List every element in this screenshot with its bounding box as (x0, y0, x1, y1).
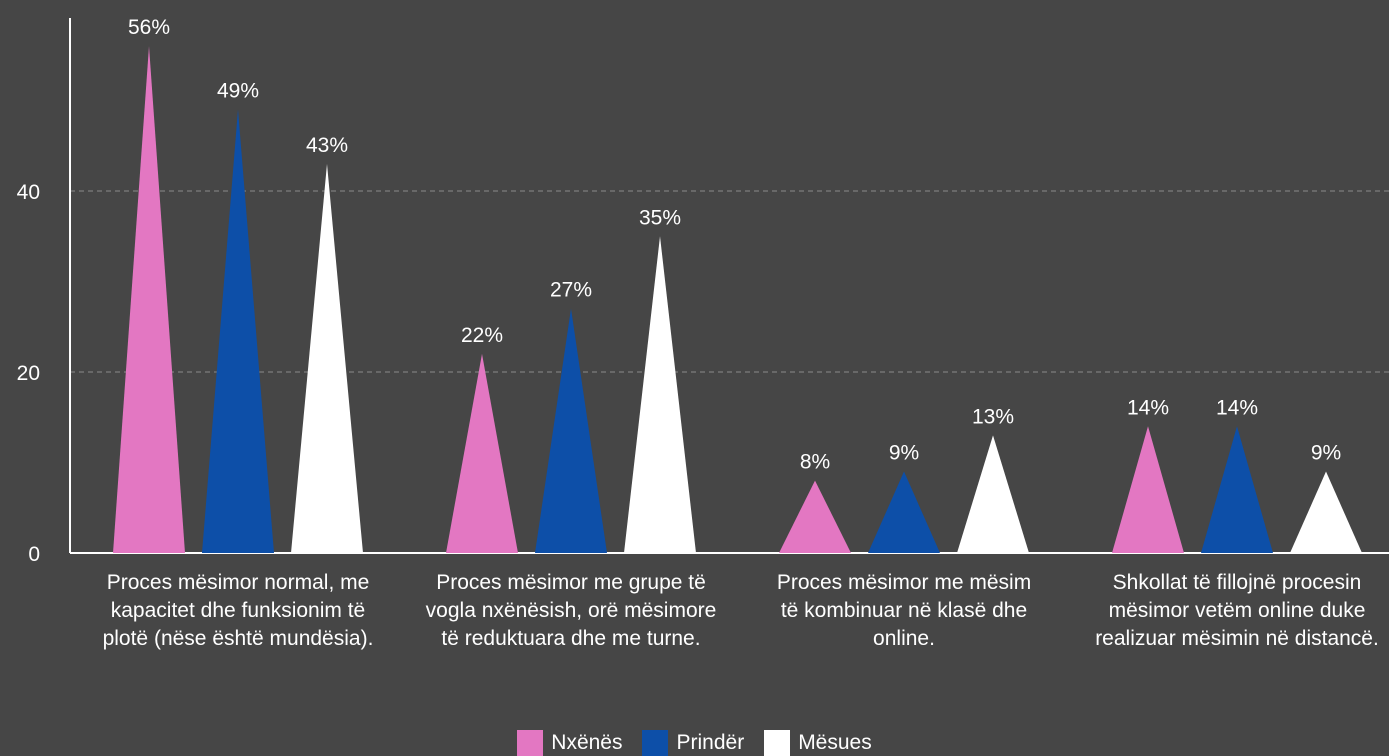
bar-nxenes-1 (113, 46, 185, 553)
bar-mesues-3 (957, 435, 1029, 553)
bar-mesues-4 (1290, 471, 1362, 553)
bar-mesues-2 (624, 236, 696, 553)
category-label: Proces mësimor normal, me kapacitet dhe … (102, 571, 374, 650)
category-label: Proces mësimor me grupe të vogla nxënësi… (425, 571, 717, 650)
data-label: 13% (972, 405, 1014, 428)
data-label: 43% (306, 134, 348, 157)
legend-item-prinder: Prindër (642, 730, 744, 756)
legend-swatch (764, 730, 791, 756)
data-label: 27% (550, 279, 592, 302)
y-tick-label: 0 (28, 543, 40, 566)
category-label: Proces mësimor me mësim të kombinuar në … (776, 571, 1032, 650)
legend-swatch (642, 730, 669, 756)
bar-nxenes-2 (446, 353, 518, 553)
data-label: 56% (128, 16, 170, 39)
bar-prinder-1 (202, 109, 274, 554)
chart: 0 20 40 56% 49% 43% 22% 27% 35% 8% 9% 13% 14% 14% 9% (17, 16, 1389, 566)
data-label: 14% (1216, 396, 1258, 419)
data-label: 22% (461, 324, 503, 347)
data-label: 35% (639, 206, 681, 229)
bar-prinder-2 (535, 308, 607, 553)
data-label: 14% (1127, 396, 1169, 419)
legend-label: Mësues (798, 731, 872, 754)
legend-label: Prindër (676, 731, 745, 754)
legend-item-nxenes: Nxënës (517, 730, 622, 756)
data-label: 8% (800, 451, 830, 474)
legend-swatch (517, 730, 544, 756)
y-tick-label: 40 (17, 181, 40, 204)
y-tick-label: 20 (17, 362, 40, 385)
bar-prinder-3 (868, 471, 940, 553)
legend-item-mesues: Mësues (764, 730, 872, 756)
legend: Nxënës Prindër Mësues (0, 730, 1389, 756)
data-label: 9% (889, 442, 919, 465)
category-label: Shkollat të fillojnë procesin mësimor ve… (1095, 571, 1379, 650)
bar-nxenes-3 (779, 480, 851, 553)
data-label: 9% (1311, 442, 1341, 465)
bar-nxenes-4 (1112, 426, 1184, 553)
data-label: 49% (217, 80, 259, 103)
legend-label: Nxënës (551, 731, 623, 754)
bar-prinder-4 (1201, 426, 1273, 553)
bar-mesues-1 (291, 163, 363, 553)
